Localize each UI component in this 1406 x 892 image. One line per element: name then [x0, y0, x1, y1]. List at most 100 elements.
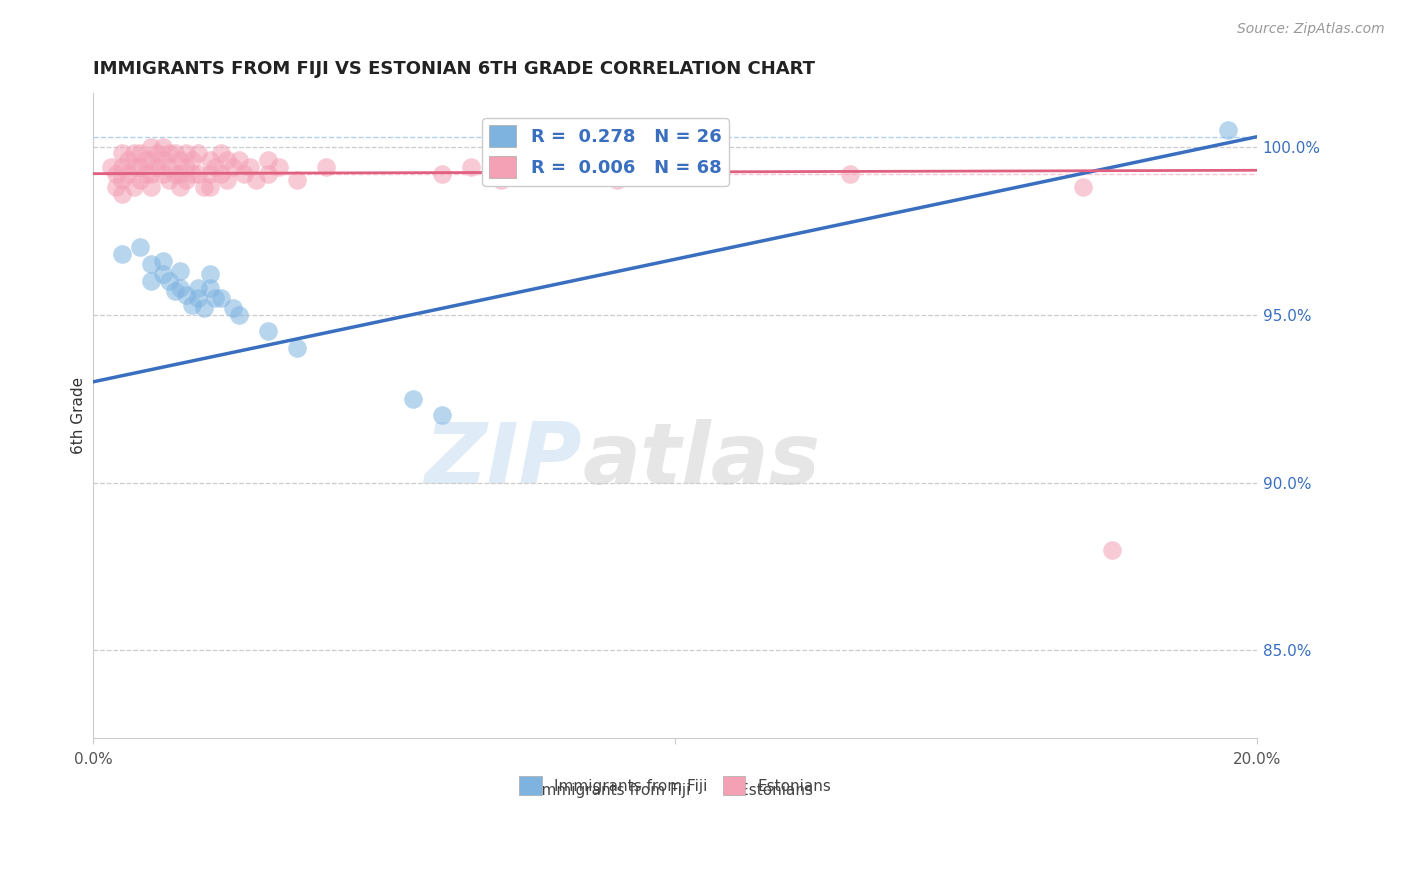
Point — [269, 160, 291, 174]
Point — [122, 180, 145, 194]
Point — [187, 291, 209, 305]
Point — [187, 146, 209, 161]
Point — [135, 153, 157, 168]
Point — [163, 284, 186, 298]
Point — [215, 173, 238, 187]
Point — [169, 153, 191, 168]
Point — [547, 167, 569, 181]
Point — [146, 160, 169, 174]
Point — [163, 167, 186, 181]
Point — [432, 409, 454, 423]
Point — [105, 167, 128, 181]
Text: Immigrants from Fiji          Estonians: Immigrants from Fiji Estonians — [537, 783, 813, 797]
Point — [181, 153, 204, 168]
Y-axis label: 6th Grade: 6th Grade — [72, 376, 86, 454]
Point — [117, 153, 139, 168]
Point — [239, 160, 262, 174]
Point — [198, 167, 221, 181]
Point — [198, 180, 221, 194]
Point — [193, 180, 215, 194]
Point — [176, 146, 198, 161]
Point — [204, 160, 226, 174]
Point — [256, 325, 278, 339]
Point — [176, 160, 198, 174]
Point — [1216, 123, 1239, 137]
Point — [128, 146, 150, 161]
Point — [111, 186, 134, 201]
Point — [117, 167, 139, 181]
Point — [141, 257, 163, 271]
Point — [176, 173, 198, 187]
Point — [198, 281, 221, 295]
Point — [157, 173, 180, 187]
Point — [222, 301, 245, 315]
Point — [122, 160, 145, 174]
Point — [135, 167, 157, 181]
Point — [152, 268, 174, 282]
Point — [198, 268, 221, 282]
Point — [198, 153, 221, 168]
Legend: Immigrants from Fiji, Estonians: Immigrants from Fiji, Estonians — [513, 770, 838, 801]
Point — [152, 167, 174, 181]
Point — [141, 140, 163, 154]
Point — [204, 291, 226, 305]
Point — [157, 274, 180, 288]
Point — [157, 146, 180, 161]
Point — [233, 167, 256, 181]
Point — [128, 173, 150, 187]
Point — [111, 146, 134, 161]
Point — [460, 160, 482, 174]
Point — [228, 308, 250, 322]
Point — [1101, 542, 1123, 557]
Point — [193, 301, 215, 315]
Point — [187, 167, 209, 181]
Point — [152, 153, 174, 168]
Point — [432, 167, 454, 181]
Point — [256, 153, 278, 168]
Point — [152, 254, 174, 268]
Point — [181, 167, 204, 181]
Point — [141, 274, 163, 288]
Point — [215, 153, 238, 168]
Point — [169, 281, 191, 295]
Point — [1071, 180, 1094, 194]
Point — [111, 160, 134, 174]
Point — [141, 153, 163, 168]
Point — [228, 153, 250, 168]
Point — [285, 341, 308, 355]
Point — [105, 180, 128, 194]
Point — [169, 264, 191, 278]
Point — [209, 146, 232, 161]
Text: IMMIGRANTS FROM FIJI VS ESTONIAN 6TH GRADE CORRELATION CHART: IMMIGRANTS FROM FIJI VS ESTONIAN 6TH GRA… — [93, 60, 815, 78]
Point — [152, 140, 174, 154]
Point — [128, 160, 150, 174]
Point — [187, 281, 209, 295]
Point — [489, 173, 512, 187]
Point — [141, 167, 163, 181]
Text: ZIP: ZIP — [425, 419, 582, 502]
Point — [209, 291, 232, 305]
Point — [169, 167, 191, 181]
Text: atlas: atlas — [582, 419, 820, 502]
Point — [315, 160, 337, 174]
Point — [245, 173, 267, 187]
Point — [402, 392, 425, 406]
Point — [222, 160, 245, 174]
Point — [100, 160, 122, 174]
Point — [157, 160, 180, 174]
Point — [169, 180, 191, 194]
Point — [111, 173, 134, 187]
Point — [176, 287, 198, 301]
Point — [128, 240, 150, 254]
Point — [181, 297, 204, 311]
Point — [209, 167, 232, 181]
Text: Source: ZipAtlas.com: Source: ZipAtlas.com — [1237, 22, 1385, 37]
Point — [163, 146, 186, 161]
Point — [141, 180, 163, 194]
Point — [256, 167, 278, 181]
Point — [122, 146, 145, 161]
Point — [838, 167, 860, 181]
Point — [111, 247, 134, 261]
Point — [146, 146, 169, 161]
Point — [606, 173, 628, 187]
